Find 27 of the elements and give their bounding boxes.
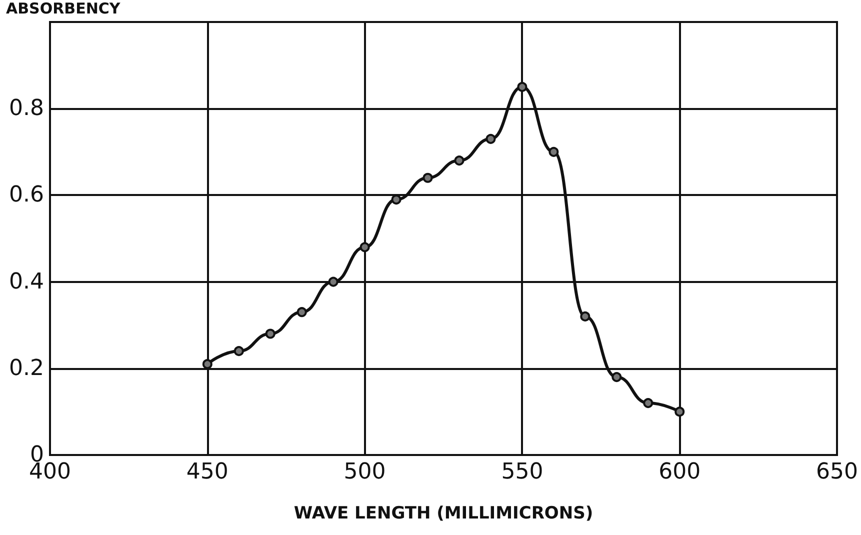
x-tick-label: 550 (501, 460, 544, 484)
point (517, 82, 528, 92)
y-tick-label: 0.4 (9, 269, 44, 294)
x-tick-label: 500 (344, 460, 386, 484)
point (202, 359, 212, 370)
point (391, 194, 402, 205)
x-tick-label: 600 (658, 460, 701, 484)
point (422, 172, 433, 183)
y-axis-title: ABSORBENCY (6, 0, 122, 18)
point (643, 398, 654, 408)
point (234, 346, 244, 356)
y-tick-label: 0.2 (9, 356, 44, 381)
point (328, 276, 338, 287)
x-tick-label: 450 (186, 460, 228, 484)
x-axis-title: WAVE LENGTH (MILLIMICRONS) (294, 504, 594, 524)
point (454, 156, 464, 166)
y-tick-label: 0.6 (9, 182, 44, 208)
point (486, 134, 496, 144)
x-tick-label: 650 (816, 460, 858, 484)
point (265, 328, 276, 339)
point (674, 406, 685, 417)
point (360, 242, 370, 252)
point (580, 311, 590, 322)
y-tick-label: 0.8 (9, 96, 44, 122)
point (612, 372, 622, 382)
point (548, 146, 559, 157)
point (296, 307, 307, 318)
